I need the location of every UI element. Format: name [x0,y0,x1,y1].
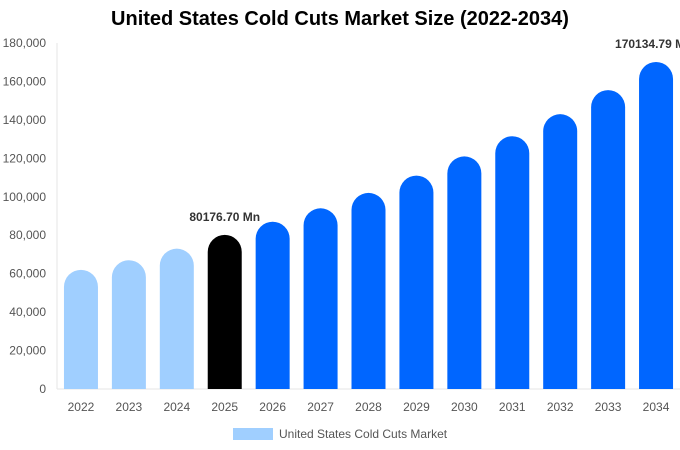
x-tick-label: 2028 [355,400,382,414]
x-tick-label: 2023 [116,400,143,414]
y-tick-label: 160,000 [3,74,47,88]
y-tick-label: 120,000 [3,151,47,165]
bar-2026[interactable] [255,221,290,389]
x-tick-label: 2034 [643,400,670,414]
y-tick-label: 40,000 [9,305,46,319]
x-tick-label: 2030 [451,400,478,414]
chart-title: United States Cold Cuts Market Size (202… [111,8,569,30]
bar-2032[interactable] [543,114,578,390]
bar-2027[interactable] [303,208,338,389]
x-tick-label: 2024 [163,400,190,414]
bar-2031[interactable] [495,136,530,389]
y-tick-label: 0 [39,382,46,396]
bar-2029[interactable] [399,175,434,389]
x-tick-label: 2022 [68,400,95,414]
bar-2033[interactable] [591,90,626,389]
bar-2024[interactable] [159,248,194,389]
legend-swatch [233,428,273,440]
x-tick-label: 2029 [403,400,430,414]
y-tick-label: 180,000 [3,36,47,50]
labels-layer: 80176.70 Mn 170134.79 Mn [189,37,680,224]
bar-2028[interactable] [351,192,386,389]
data-label-2025: 80176.70 Mn [189,210,260,224]
legend-label: United States Cold Cuts Market [279,427,448,441]
y-tick-label: 60,000 [9,267,46,281]
x-tick-label: 2026 [259,400,286,414]
bars-layer [63,61,674,390]
bar-2022[interactable] [63,269,98,389]
bar-2030[interactable] [447,156,482,389]
bar-2034[interactable] [639,61,674,389]
y-tick-label: 80,000 [9,228,46,242]
x-tick-label: 2025 [211,400,238,414]
axis-layer: 0 20,000 40,000 60,000 80,000 100,000 120,000 1… [3,36,680,414]
x-tick-label: 2027 [307,400,334,414]
y-tick-label: 140,000 [3,113,47,127]
bar-2023[interactable] [111,260,146,389]
data-label-2034: 170134.79 Mn [615,37,680,51]
y-tick-label: 100,000 [3,190,47,204]
legend[interactable]: United States Cold Cuts Market [233,426,447,442]
bar-2025[interactable] [207,234,242,389]
y-tick-label: 20,000 [9,344,46,358]
x-tick-label: 2033 [595,400,622,414]
x-tick-label: 2032 [547,400,574,414]
x-tick-label: 2031 [499,400,526,414]
